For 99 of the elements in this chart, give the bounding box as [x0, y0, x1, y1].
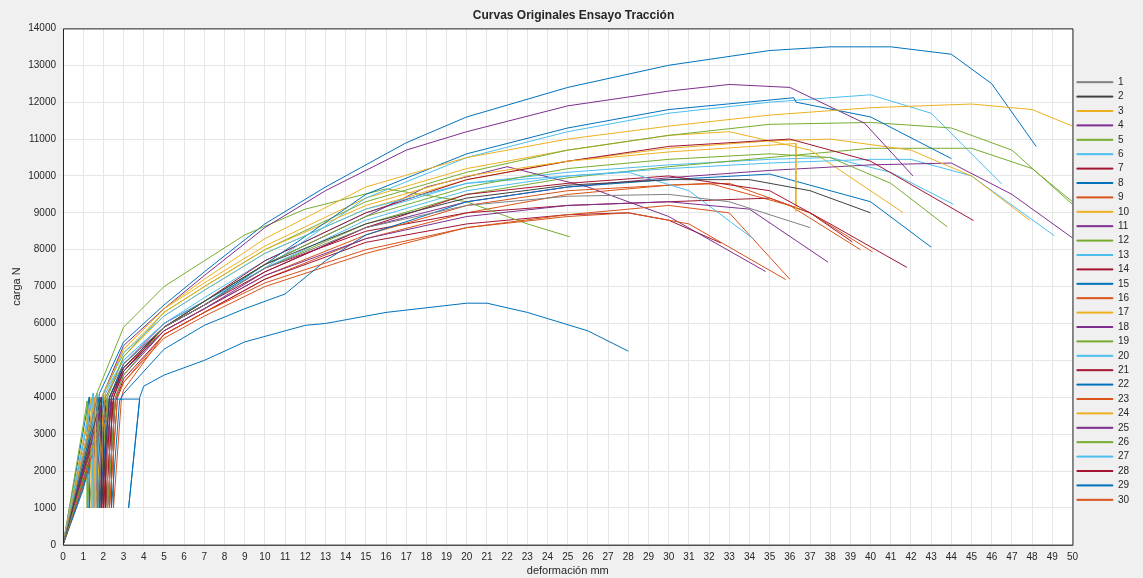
y-tick-label: 7000: [33, 280, 57, 292]
x-tick-label: 45: [965, 550, 978, 562]
x-tick-label: 2: [100, 550, 107, 562]
x-tick-label: 5: [161, 550, 168, 562]
legend-label: 17: [1117, 306, 1130, 318]
x-tick-label: 16: [380, 550, 393, 562]
y-tick-label: 4000: [33, 391, 57, 403]
x-tick-label: 41: [885, 550, 897, 562]
x-tick-label: 24: [541, 550, 554, 562]
legend-label: 14: [1117, 263, 1130, 275]
x-tick-label: 50: [1066, 550, 1079, 562]
y-tick-label: 6000: [33, 317, 57, 329]
x-tick-label: 42: [905, 550, 917, 562]
x-tick-label: 12: [299, 550, 312, 562]
legend-label: 20: [1117, 349, 1130, 361]
x-tick-label: 38: [824, 550, 837, 562]
x-tick-label: 18: [420, 550, 433, 562]
x-tick-label: 29: [642, 550, 655, 562]
y-tick-label: 8000: [33, 243, 57, 255]
x-axis-title: deformación mm: [526, 564, 609, 577]
x-tick-label: 11: [279, 550, 291, 562]
legend-label: 7: [1117, 162, 1124, 174]
legend-label: 11: [1117, 219, 1129, 231]
legend-label: 21: [1117, 363, 1130, 375]
legend-label: 2: [1117, 90, 1124, 102]
legend-label: 10: [1117, 205, 1130, 217]
x-tick-label: 8: [221, 550, 228, 562]
x-tick-label: 37: [804, 550, 817, 562]
x-tick-label: 3: [120, 550, 127, 562]
y-axis-title: carga N: [9, 267, 22, 306]
legend-label: 23: [1117, 392, 1130, 404]
legend-label: 1: [1117, 75, 1124, 87]
y-tick-label: 3000: [33, 427, 57, 439]
x-tick-label: 48: [1026, 550, 1039, 562]
legend-label: 9: [1117, 191, 1124, 203]
legend-label: 15: [1117, 277, 1130, 289]
y-tick-label: 11000: [28, 132, 57, 144]
x-tick-label: 6: [181, 550, 188, 562]
legend-label: 30: [1117, 493, 1130, 505]
x-tick-label: 34: [743, 550, 756, 562]
legend-label: 19: [1117, 335, 1130, 347]
x-tick-label: 36: [784, 550, 796, 562]
x-tick-label: 43: [925, 550, 938, 562]
x-tick-label: 46: [986, 550, 998, 562]
y-tick-label: 10000: [28, 169, 57, 181]
x-tick-label: 26: [582, 550, 594, 562]
y-tick-label: 0: [50, 538, 57, 550]
x-tick-label: 25: [562, 550, 574, 562]
legend-label: 12: [1117, 234, 1130, 246]
x-tick-label: 13: [319, 550, 332, 562]
legend-label: 29: [1117, 479, 1130, 491]
legend-label: 16: [1117, 291, 1130, 303]
legend-label: 27: [1117, 450, 1130, 462]
x-tick-label: 47: [1006, 550, 1018, 562]
y-tick-label: 2000: [33, 464, 57, 476]
chart-title: Curvas Originales Ensayo Tracción: [472, 7, 675, 22]
legend-label: 18: [1117, 320, 1130, 332]
legend-label: 4: [1117, 119, 1124, 131]
x-tick-label: 28: [622, 550, 635, 562]
legend-label: 25: [1117, 421, 1130, 433]
x-tick-label: 19: [441, 550, 453, 562]
x-tick-label: 0: [60, 550, 67, 562]
y-tick-label: 14000: [28, 22, 57, 34]
y-tick-label: 12000: [28, 95, 57, 107]
x-tick-label: 27: [602, 550, 615, 562]
x-tick-label: 31: [683, 550, 695, 562]
x-tick-label: 9: [241, 550, 248, 562]
y-tick-label: 1000: [33, 501, 57, 513]
legend-label: 13: [1117, 248, 1130, 260]
legend-label: 24: [1117, 407, 1130, 419]
y-tick-label: 13000: [28, 59, 57, 71]
legend-label: 26: [1117, 435, 1130, 447]
legend-label: 6: [1117, 147, 1124, 159]
x-tick-label: 20: [461, 550, 473, 562]
x-tick-label: 33: [723, 550, 736, 562]
x-tick-label: 17: [400, 550, 413, 562]
x-tick-label: 35: [764, 550, 776, 562]
legend-label: 5: [1117, 133, 1124, 145]
legend-label: 28: [1117, 464, 1130, 476]
x-tick-label: 14: [340, 550, 352, 562]
x-tick-label: 39: [844, 550, 857, 562]
x-tick-label: 4: [140, 550, 147, 562]
x-tick-label: 23: [521, 550, 534, 562]
x-tick-label: 10: [259, 550, 271, 562]
x-tick-label: 1: [80, 550, 87, 562]
x-tick-label: 44: [945, 550, 958, 562]
x-tick-label: 32: [703, 550, 716, 562]
legend-label: 3: [1117, 104, 1124, 116]
x-tick-label: 49: [1046, 550, 1059, 562]
x-tick-label: 15: [360, 550, 372, 562]
legend-label: 22: [1117, 378, 1130, 390]
y-tick-label: 5000: [33, 354, 57, 366]
x-tick-label: 7: [201, 550, 208, 562]
x-tick-label: 30: [663, 550, 675, 562]
legend-label: 8: [1117, 176, 1124, 188]
x-tick-label: 21: [481, 550, 493, 562]
y-tick-label: 9000: [33, 206, 57, 218]
x-tick-label: 22: [501, 550, 514, 562]
x-tick-label: 40: [865, 550, 877, 562]
